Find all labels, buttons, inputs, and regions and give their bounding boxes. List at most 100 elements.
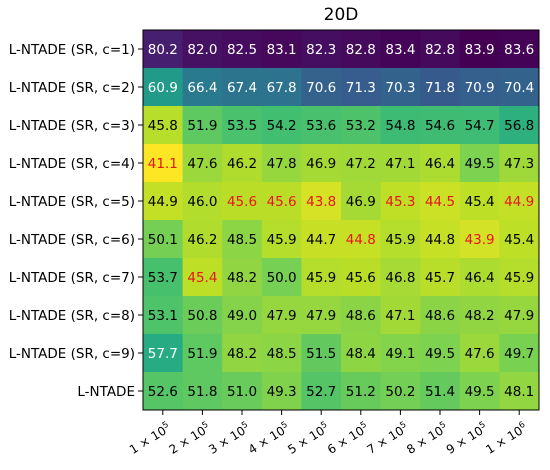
heatmap-cell — [380, 372, 421, 411]
cell-value: 48.2 — [227, 270, 257, 286]
cell-value: 48.6 — [346, 308, 376, 324]
heatmap-cell — [499, 30, 540, 69]
heatmap-cell — [261, 30, 302, 69]
row-label: L-NTADE (SR, c=2) — [9, 80, 135, 96]
cell-value: 46.0 — [187, 194, 217, 210]
cell-value: 45.9 — [306, 270, 336, 286]
cell-value: 50.0 — [267, 270, 297, 286]
cell-value: 47.2 — [346, 156, 376, 172]
cell-value: 51.8 — [187, 384, 217, 400]
cell-value: 45.3 — [385, 194, 415, 210]
cell-value: 50.8 — [187, 308, 217, 324]
cell-value: 45.9 — [385, 232, 415, 248]
cell-value: 44.9 — [504, 194, 534, 210]
chart-title: 20D — [324, 5, 359, 25]
heatmap-cell — [459, 68, 500, 107]
heatmap-cell — [459, 296, 500, 335]
cell-value: 48.5 — [227, 232, 257, 248]
cell-value: 48.6 — [425, 308, 455, 324]
cell-value: 46.8 — [385, 270, 415, 286]
cell-value: 83.9 — [465, 42, 495, 58]
cell-value: 47.1 — [385, 156, 415, 172]
cell-value: 51.4 — [425, 384, 455, 400]
cell-value: 43.8 — [306, 194, 336, 210]
cell-value: 70.3 — [385, 80, 415, 96]
heatmap-cell — [459, 258, 500, 297]
cell-value: 52.7 — [306, 384, 336, 400]
heatmap-cell — [261, 144, 302, 183]
cell-value: 45.4 — [465, 194, 495, 210]
cell-value: 45.9 — [504, 270, 534, 286]
heatmap-cell — [182, 334, 223, 373]
column-label: 8 × 105 — [404, 420, 451, 457]
cell-value: 45.4 — [187, 270, 217, 286]
heatmap-cell — [341, 296, 382, 335]
heatmap-cell — [341, 334, 382, 373]
heatmap-cell — [301, 144, 342, 183]
heatmap-cell — [143, 68, 184, 107]
heatmap-cell — [459, 334, 500, 373]
heatmap-cell — [420, 296, 461, 335]
heatmap-cell — [459, 220, 500, 259]
heatmap-cell — [143, 182, 184, 221]
cell-value: 54.8 — [385, 118, 415, 134]
cell-value: 82.5 — [227, 42, 257, 58]
cell-value: 56.8 — [504, 118, 534, 134]
cell-value: 47.1 — [385, 308, 415, 324]
heatmap-cell — [380, 30, 421, 69]
heatmap-cells — [143, 30, 540, 411]
heatmap-cell — [380, 144, 421, 183]
heatmap-cell — [143, 372, 184, 411]
heatmap-cell — [222, 30, 263, 69]
heatmap-cell — [459, 30, 500, 69]
cell-value: 66.4 — [187, 80, 217, 96]
heatmap-cell — [420, 106, 461, 145]
cell-value: 54.7 — [465, 118, 495, 134]
cell-value: 82.8 — [425, 42, 455, 58]
column-label: 4 × 105 — [245, 420, 292, 457]
heatmap-cell — [182, 372, 223, 411]
heatmap-cell — [499, 106, 540, 145]
cell-value: 49.1 — [385, 346, 415, 362]
cell-value: 48.5 — [267, 346, 297, 362]
cell-value: 83.4 — [385, 42, 415, 58]
heatmap-cell — [182, 220, 223, 259]
cell-value: 45.7 — [425, 270, 455, 286]
heatmap-cell — [222, 68, 263, 107]
column-label: 7 × 105 — [364, 420, 411, 457]
row-label: L-NTADE — [77, 384, 135, 400]
heatmap-cell — [499, 68, 540, 107]
heatmap-cell — [459, 144, 500, 183]
column-label: 6 × 105 — [324, 420, 371, 457]
cell-value: 47.9 — [306, 308, 336, 324]
cell-value: 51.0 — [227, 384, 257, 400]
heatmap-cell — [499, 372, 540, 411]
heatmap-cell — [182, 68, 223, 107]
heatmap-cell — [182, 144, 223, 183]
heatmap-cell — [182, 258, 223, 297]
cell-value: 67.4 — [227, 80, 257, 96]
cell-value: 71.3 — [346, 80, 376, 96]
heatmap-cell — [261, 106, 302, 145]
cell-value: 45.4 — [504, 232, 534, 248]
heatmap-cell — [341, 68, 382, 107]
cell-value: 53.1 — [148, 308, 178, 324]
heatmap-cell — [182, 30, 223, 69]
heatmap-cell — [222, 220, 263, 259]
cell-value: 51.9 — [187, 346, 217, 362]
column-label: 2 × 105 — [166, 420, 213, 457]
heatmap-cell — [499, 296, 540, 335]
heatmap-cell — [301, 220, 342, 259]
cell-value: 49.5 — [465, 156, 495, 172]
cell-value: 82.0 — [187, 42, 217, 58]
heatmap-cell — [341, 30, 382, 69]
heatmap-cell — [499, 220, 540, 259]
heatmap-cell — [499, 182, 540, 221]
cell-value: 44.9 — [148, 194, 178, 210]
heatmap-cell — [301, 106, 342, 145]
row-label: L-NTADE (SR, c=5) — [9, 194, 135, 210]
cell-value: 49.0 — [227, 308, 257, 324]
heatmap-cell — [222, 106, 263, 145]
heatmap-cell — [380, 106, 421, 145]
heatmap-cell — [301, 30, 342, 69]
